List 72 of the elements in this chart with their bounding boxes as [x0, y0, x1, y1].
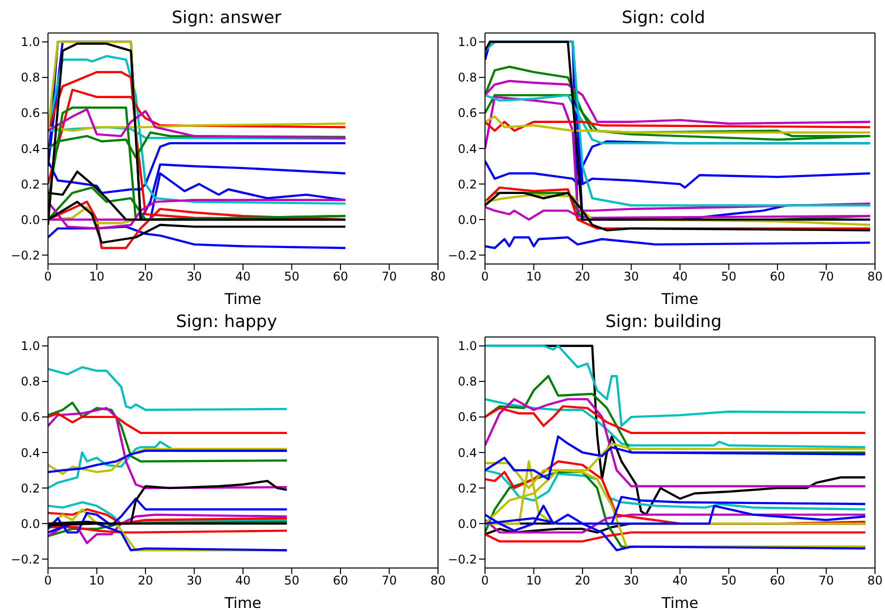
- y-tick-label: 0.0: [20, 516, 40, 531]
- y-tick-label: −0.2: [448, 248, 477, 262]
- x-tick-label: 30: [186, 270, 202, 284]
- y-tick-label: 0.6: [458, 410, 477, 424]
- x-tick-label: 20: [574, 574, 590, 588]
- y-tick-label: 1.0: [20, 35, 40, 50]
- y-tick-label: 0.6: [20, 410, 40, 424]
- y-tick-label: 0.0: [20, 212, 40, 227]
- y-tick-label: −0.2: [448, 552, 477, 566]
- x-tick-label: 0: [481, 270, 489, 284]
- x-tick-label: 20: [574, 270, 590, 284]
- y-tick-label: 0.2: [458, 177, 477, 192]
- x-tick-label: 80: [430, 270, 446, 284]
- y-tick-label: 0.6: [20, 106, 40, 120]
- chart-title: Sign: happy: [174, 312, 278, 332]
- x-tick-label: 60: [332, 270, 348, 284]
- x-tick-label: 10: [526, 270, 542, 284]
- x-axis-title: Time: [660, 594, 698, 610]
- x-tick-label: 70: [818, 574, 834, 588]
- x-tick-label: 80: [867, 270, 883, 284]
- y-tick-label: 0.0: [458, 516, 477, 531]
- x-tick-label: 10: [526, 574, 542, 588]
- y-tick-label: 1.0: [458, 339, 477, 354]
- y-tick-label: 0.4: [20, 142, 40, 156]
- chart-title: Sign: answer: [170, 8, 282, 28]
- y-tick-label: 0.2: [20, 481, 40, 496]
- x-tick-label: 0: [44, 270, 52, 284]
- x-tick-label: 40: [672, 270, 688, 284]
- x-tick-label: 80: [867, 574, 883, 588]
- y-tick-label: 0.8: [458, 374, 477, 389]
- x-tick-label: 60: [770, 574, 786, 588]
- x-tick-label: 30: [624, 574, 639, 588]
- y-tick-label: −0.2: [10, 552, 40, 566]
- y-tick-label: 0.0: [458, 212, 477, 227]
- x-tick-label: 70: [382, 574, 397, 588]
- y-tick-label: 0.8: [20, 70, 40, 85]
- x-tick-label: 50: [284, 270, 300, 284]
- y-tick-label: 0.4: [458, 142, 477, 156]
- x-tick-label: 30: [186, 574, 202, 588]
- chart-title: Sign: cold: [620, 8, 706, 28]
- y-tick-label: 0.4: [458, 446, 477, 460]
- y-tick-label: 0.2: [458, 481, 477, 496]
- y-tick-label: 1.0: [20, 339, 40, 354]
- y-tick-label: 0.4: [20, 446, 40, 460]
- y-tick-label: 0.6: [458, 106, 477, 120]
- x-tick-label: 0: [481, 574, 489, 588]
- x-tick-label: 0: [44, 574, 52, 588]
- x-tick-label: 60: [770, 270, 786, 284]
- y-tick-label: 0.8: [458, 70, 477, 85]
- x-tick-label: 80: [430, 574, 446, 588]
- x-tick-label: 40: [672, 574, 688, 588]
- x-tick-label: 50: [721, 574, 736, 588]
- x-axis-title: Time: [224, 594, 262, 610]
- x-tick-label: 30: [624, 270, 639, 284]
- x-tick-label: 70: [382, 270, 397, 284]
- y-tick-label: −0.2: [10, 248, 40, 262]
- x-tick-label: 60: [332, 574, 348, 588]
- x-tick-label: 40: [235, 270, 251, 284]
- x-tick-label: 40: [235, 574, 251, 588]
- x-axis-title: Time: [660, 290, 698, 308]
- y-tick-label: 0.2: [20, 177, 40, 192]
- x-tick-label: 50: [721, 270, 736, 284]
- x-axis-title: Time: [224, 290, 262, 308]
- x-tick-label: 10: [89, 270, 104, 284]
- x-tick-label: 20: [138, 574, 154, 588]
- y-tick-label: 1.0: [458, 35, 477, 50]
- x-tick-label: 10: [89, 574, 104, 588]
- y-tick-label: 0.8: [20, 374, 40, 389]
- x-tick-label: 70: [818, 270, 834, 284]
- x-tick-label: 50: [284, 574, 300, 588]
- chart-title: Sign: building: [604, 312, 723, 332]
- x-tick-label: 20: [138, 270, 154, 284]
